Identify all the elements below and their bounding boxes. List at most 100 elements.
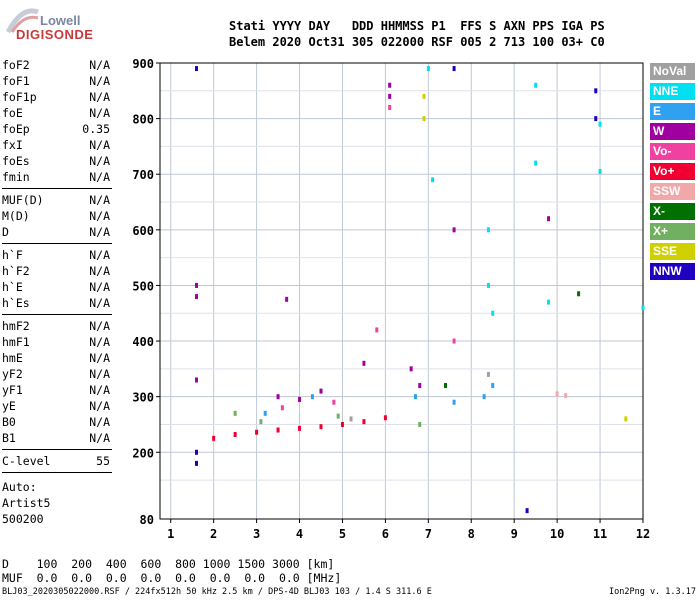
legend-item-vo: Vo- bbox=[650, 143, 695, 160]
param-value: N/A bbox=[89, 193, 110, 207]
echo-point bbox=[594, 116, 598, 122]
echo-point bbox=[452, 227, 456, 233]
y-tick-label: 300 bbox=[132, 391, 154, 405]
echo-point bbox=[409, 366, 413, 372]
header-line1: Stati YYYY DAY DDD HHMMSS P1 FFS S AXN P… bbox=[229, 19, 605, 33]
param-value: 55 bbox=[96, 454, 110, 468]
echo-point bbox=[233, 431, 237, 437]
echo-point bbox=[194, 377, 198, 383]
param-value: N/A bbox=[89, 170, 110, 184]
param-value: N/A bbox=[89, 367, 110, 381]
muf-row: MUF 0.0 0.0 0.0 0.0 0.0 0.0 0.0 0.0 [MHz… bbox=[2, 571, 342, 585]
muf-distance-table: D 100 200 400 600 800 1000 1500 3000 [km… bbox=[2, 557, 341, 585]
echo-point bbox=[426, 66, 430, 72]
echo-point bbox=[486, 282, 490, 288]
param-row-hf: h`F N/A bbox=[2, 247, 112, 263]
direction-legend: NoVal NNE E W Vo- Vo+ SSW X- X+ SSE NNW bbox=[650, 63, 695, 283]
echo-point bbox=[431, 177, 435, 183]
echo-point bbox=[444, 383, 448, 389]
param-row-b1: B1 N/A bbox=[2, 430, 112, 446]
param-row-b0: B0 N/A bbox=[2, 414, 112, 430]
param-row-foes: foEs N/A bbox=[2, 153, 112, 169]
param-name: h`E bbox=[2, 280, 23, 294]
station-header: Stati YYYY DAY DDD HHMMSS P1 FFS S AXN P… bbox=[229, 18, 605, 50]
echo-point bbox=[319, 388, 323, 394]
echo-point bbox=[422, 116, 426, 122]
echo-point bbox=[491, 310, 495, 316]
legend-item-vo: Vo+ bbox=[650, 163, 695, 180]
param-row-hme: hmE N/A bbox=[2, 350, 112, 366]
param-value: N/A bbox=[89, 106, 110, 120]
x-tick-label: 12 bbox=[636, 527, 650, 541]
echo-point bbox=[332, 399, 336, 405]
param-name: B0 bbox=[2, 415, 16, 429]
echo-point bbox=[388, 93, 392, 99]
echo-point bbox=[212, 435, 216, 441]
param-name: h`F bbox=[2, 248, 23, 262]
y-tick-label: 700 bbox=[132, 168, 154, 182]
param-row-d: D N/A bbox=[2, 224, 112, 240]
echo-point bbox=[482, 394, 486, 400]
param-value: N/A bbox=[89, 225, 110, 239]
param-row-mufd: MUF(D) N/A bbox=[2, 192, 112, 208]
x-tick-label: 5 bbox=[339, 527, 346, 541]
echo-point bbox=[276, 394, 280, 400]
param-row-ye: yE N/A bbox=[2, 398, 112, 414]
legend-item-noval: NoVal bbox=[650, 63, 695, 80]
param-name: M(D) bbox=[2, 209, 30, 223]
auto-program: Artist5 bbox=[2, 496, 51, 510]
param-name: fmin bbox=[2, 170, 30, 184]
echo-point bbox=[388, 104, 392, 110]
x-tick-label: 6 bbox=[382, 527, 389, 541]
param-value: N/A bbox=[89, 280, 110, 294]
param-value: N/A bbox=[89, 296, 110, 310]
param-value: N/A bbox=[89, 58, 110, 72]
param-divider bbox=[2, 188, 112, 189]
param-row-he: h`E N/A bbox=[2, 279, 112, 295]
echo-point bbox=[280, 405, 284, 411]
y-tick-label: 900 bbox=[132, 57, 154, 71]
echo-point bbox=[418, 421, 422, 427]
param-row-fof1p: foF1p N/A bbox=[2, 89, 112, 105]
echo-point bbox=[547, 216, 551, 222]
echo-point bbox=[276, 427, 280, 433]
x-tick-label: 4 bbox=[296, 527, 303, 541]
y-tick-label: 500 bbox=[132, 279, 154, 293]
echo-point bbox=[388, 82, 392, 88]
param-value: N/A bbox=[89, 335, 110, 349]
param-name: MUF(D) bbox=[2, 193, 44, 207]
lowell-digisonde-logo: Lowell DIGISONDE bbox=[4, 4, 93, 42]
param-value: N/A bbox=[89, 90, 110, 104]
echo-point bbox=[624, 416, 628, 422]
param-name: fxI bbox=[2, 138, 23, 152]
echo-point bbox=[486, 371, 490, 377]
param-value: N/A bbox=[89, 399, 110, 413]
echo-point bbox=[298, 396, 302, 402]
logo-line2: DIGISONDE bbox=[16, 27, 94, 42]
echo-point bbox=[555, 391, 559, 397]
param-name: h`Es bbox=[2, 296, 30, 310]
echo-point bbox=[340, 421, 344, 427]
param-name: B1 bbox=[2, 431, 16, 445]
x-tick-label: 10 bbox=[550, 527, 564, 541]
echo-point bbox=[594, 88, 598, 94]
echo-point bbox=[598, 121, 602, 127]
echo-point bbox=[336, 413, 340, 419]
param-divider bbox=[2, 449, 112, 450]
auto-version: 500200 bbox=[2, 512, 44, 526]
distance-row: D 100 200 400 600 800 1000 1500 3000 [km… bbox=[2, 557, 335, 571]
autoscaling-info: Auto: Artist5 500200 bbox=[2, 479, 50, 527]
param-value: N/A bbox=[89, 209, 110, 223]
param-name: foF1p bbox=[2, 90, 37, 104]
param-value: N/A bbox=[89, 154, 110, 168]
echo-point bbox=[383, 415, 387, 421]
x-tick-label: 7 bbox=[425, 527, 432, 541]
echo-point bbox=[194, 66, 198, 72]
param-row-fmin: fmin N/A bbox=[2, 169, 112, 185]
param-row-foep: foEp 0.35 bbox=[2, 121, 112, 137]
param-name: hmF1 bbox=[2, 335, 30, 349]
param-name: yF2 bbox=[2, 367, 23, 381]
echo-point bbox=[486, 227, 490, 233]
param-divider bbox=[2, 314, 112, 315]
x-tick-label: 1 bbox=[167, 527, 174, 541]
